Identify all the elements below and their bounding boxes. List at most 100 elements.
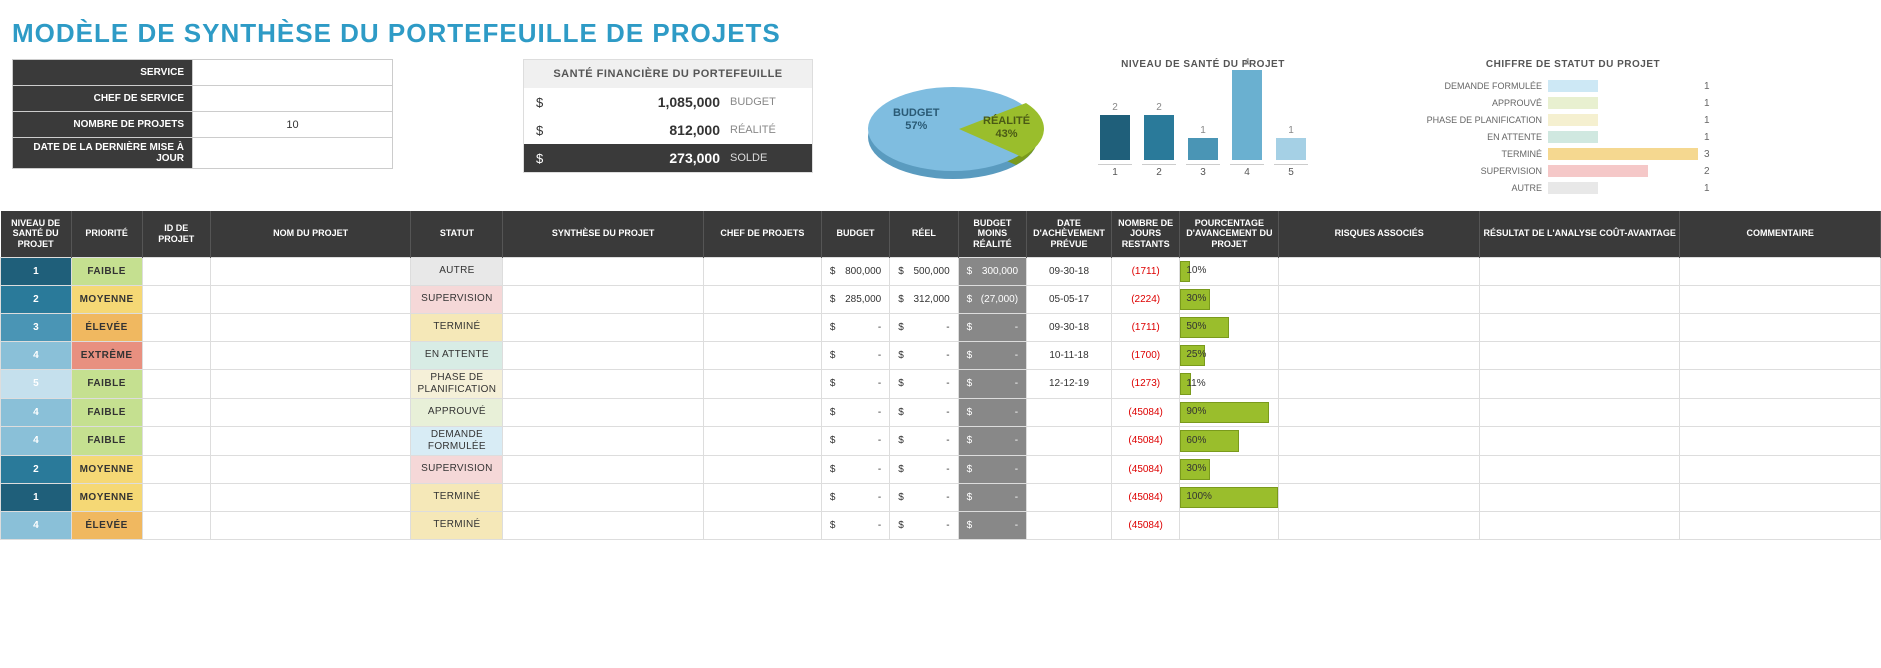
money-cell[interactable]: $- — [890, 483, 958, 511]
project-name-cell[interactable] — [210, 257, 411, 285]
synthesis-cell[interactable] — [503, 455, 704, 483]
cba-cell[interactable] — [1479, 369, 1680, 398]
days-cell[interactable]: (45084) — [1111, 511, 1179, 539]
meta-value-cell[interactable]: 10 — [193, 112, 393, 138]
priority-cell[interactable]: ÉLEVÉE — [71, 313, 142, 341]
money-cell[interactable]: $- — [821, 341, 889, 369]
pm-cell[interactable] — [703, 426, 821, 455]
synthesis-cell[interactable] — [503, 511, 704, 539]
pm-cell[interactable] — [703, 511, 821, 539]
days-cell[interactable]: (1711) — [1111, 257, 1179, 285]
priority-cell[interactable]: ÉLEVÉE — [71, 511, 142, 539]
grid-header-cell[interactable]: NIVEAU DE SANTÉ DU PROJET — [1, 211, 72, 257]
status-cell[interactable]: DEMANDE FORMULÉE — [411, 426, 503, 455]
risks-cell[interactable] — [1279, 369, 1480, 398]
priority-cell[interactable]: FAIBLE — [71, 398, 142, 426]
grid-header-cell[interactable]: PRIORITÉ — [71, 211, 142, 257]
synthesis-cell[interactable] — [503, 285, 704, 313]
money-cell[interactable]: $800,000 — [821, 257, 889, 285]
project-id-cell[interactable] — [142, 369, 210, 398]
money-cell[interactable]: $- — [821, 369, 889, 398]
synthesis-cell[interactable] — [503, 369, 704, 398]
money-cell[interactable]: $- — [821, 511, 889, 539]
date-cell[interactable] — [1027, 398, 1112, 426]
cba-cell[interactable] — [1479, 483, 1680, 511]
days-cell[interactable]: (45084) — [1111, 455, 1179, 483]
money-cell[interactable]: $- — [890, 455, 958, 483]
risks-cell[interactable] — [1279, 483, 1480, 511]
money-cell[interactable]: $312,000 — [890, 285, 958, 313]
grid-header-cell[interactable]: SYNTHÈSE DU PROJET — [503, 211, 704, 257]
money-cell[interactable]: $- — [890, 426, 958, 455]
grid-header-cell[interactable]: ID DE PROJET — [142, 211, 210, 257]
comment-cell[interactable] — [1680, 341, 1881, 369]
status-cell[interactable]: PHASE DE PLANIFICATION — [411, 369, 503, 398]
risks-cell[interactable] — [1279, 285, 1480, 313]
priority-cell[interactable]: MOYENNE — [71, 483, 142, 511]
money-cell[interactable]: $- — [890, 511, 958, 539]
pm-cell[interactable] — [703, 369, 821, 398]
grid-header-cell[interactable]: POURCENTAGE D'AVANCEMENT DU PROJET — [1180, 211, 1279, 257]
status-cell[interactable]: SUPERVISION — [411, 285, 503, 313]
comment-cell[interactable] — [1680, 369, 1881, 398]
progress-cell[interactable]: 100% — [1180, 483, 1279, 511]
date-cell[interactable] — [1027, 455, 1112, 483]
money-cell[interactable]: $- — [958, 369, 1026, 398]
grid-header-cell[interactable]: STATUT — [411, 211, 503, 257]
priority-cell[interactable]: FAIBLE — [71, 369, 142, 398]
project-name-cell[interactable] — [210, 426, 411, 455]
money-cell[interactable]: $- — [958, 313, 1026, 341]
cba-cell[interactable] — [1479, 455, 1680, 483]
project-name-cell[interactable] — [210, 483, 411, 511]
money-cell[interactable]: $- — [958, 455, 1026, 483]
priority-cell[interactable]: FAIBLE — [71, 426, 142, 455]
money-cell[interactable]: $- — [821, 483, 889, 511]
health-cell[interactable]: 4 — [1, 511, 72, 539]
risks-cell[interactable] — [1279, 398, 1480, 426]
health-cell[interactable]: 4 — [1, 341, 72, 369]
grid-header-cell[interactable]: RÉEL — [890, 211, 958, 257]
progress-cell[interactable]: 50% — [1180, 313, 1279, 341]
status-cell[interactable]: APPROUVÉ — [411, 398, 503, 426]
priority-cell[interactable]: MOYENNE — [71, 455, 142, 483]
grid-header-cell[interactable]: RÉSULTAT DE L'ANALYSE COÛT-AVANTAGE — [1479, 211, 1680, 257]
money-cell[interactable]: $- — [890, 398, 958, 426]
health-cell[interactable]: 4 — [1, 426, 72, 455]
health-cell[interactable]: 1 — [1, 483, 72, 511]
meta-value-cell[interactable] — [193, 60, 393, 86]
risks-cell[interactable] — [1279, 455, 1480, 483]
comment-cell[interactable] — [1680, 398, 1881, 426]
days-cell[interactable]: (1273) — [1111, 369, 1179, 398]
date-cell[interactable]: 09-30-18 — [1027, 313, 1112, 341]
synthesis-cell[interactable] — [503, 398, 704, 426]
project-id-cell[interactable] — [142, 341, 210, 369]
days-cell[interactable]: (1711) — [1111, 313, 1179, 341]
days-cell[interactable]: (45084) — [1111, 398, 1179, 426]
project-name-cell[interactable] — [210, 313, 411, 341]
priority-cell[interactable]: MOYENNE — [71, 285, 142, 313]
days-cell[interactable]: (2224) — [1111, 285, 1179, 313]
risks-cell[interactable] — [1279, 511, 1480, 539]
date-cell[interactable]: 10-11-18 — [1027, 341, 1112, 369]
status-cell[interactable]: SUPERVISION — [411, 455, 503, 483]
grid-header-cell[interactable]: BUDGET MOINS RÉALITÉ — [958, 211, 1026, 257]
project-name-cell[interactable] — [210, 398, 411, 426]
date-cell[interactable]: 12-12-19 — [1027, 369, 1112, 398]
project-id-cell[interactable] — [142, 455, 210, 483]
pm-cell[interactable] — [703, 483, 821, 511]
cba-cell[interactable] — [1479, 341, 1680, 369]
risks-cell[interactable] — [1279, 341, 1480, 369]
project-id-cell[interactable] — [142, 285, 210, 313]
cba-cell[interactable] — [1479, 511, 1680, 539]
cba-cell[interactable] — [1479, 398, 1680, 426]
health-cell[interactable]: 4 — [1, 398, 72, 426]
date-cell[interactable] — [1027, 483, 1112, 511]
status-cell[interactable]: TERMINÉ — [411, 511, 503, 539]
comment-cell[interactable] — [1680, 257, 1881, 285]
progress-cell[interactable]: 11% — [1180, 369, 1279, 398]
days-cell[interactable]: (45084) — [1111, 483, 1179, 511]
date-cell[interactable]: 05-05-17 — [1027, 285, 1112, 313]
date-cell[interactable] — [1027, 511, 1112, 539]
comment-cell[interactable] — [1680, 455, 1881, 483]
grid-header-cell[interactable]: NOM DU PROJET — [210, 211, 411, 257]
